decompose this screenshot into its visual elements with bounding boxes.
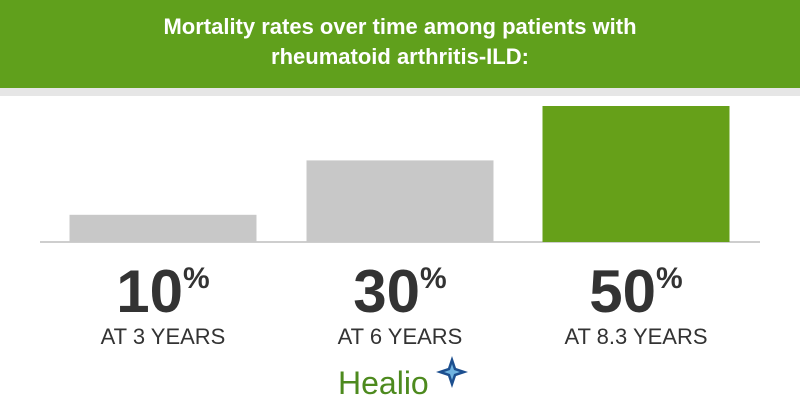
logo-icon <box>436 356 468 388</box>
bar <box>306 160 494 242</box>
bar <box>542 106 730 242</box>
value-label: 10% <box>116 258 209 325</box>
header <box>0 0 800 88</box>
value-label: 30% <box>353 258 446 325</box>
header-strip <box>0 88 800 96</box>
category-label: AT 3 YEARS <box>101 324 226 349</box>
bar <box>69 214 257 242</box>
category-label: AT 6 YEARS <box>338 324 463 349</box>
category-label: AT 8.3 YEARS <box>564 324 707 349</box>
chart-title: Mortality rates over time among patients… <box>163 14 637 69</box>
logo-text: Healio <box>338 365 429 401</box>
value-label: 50% <box>589 258 682 325</box>
